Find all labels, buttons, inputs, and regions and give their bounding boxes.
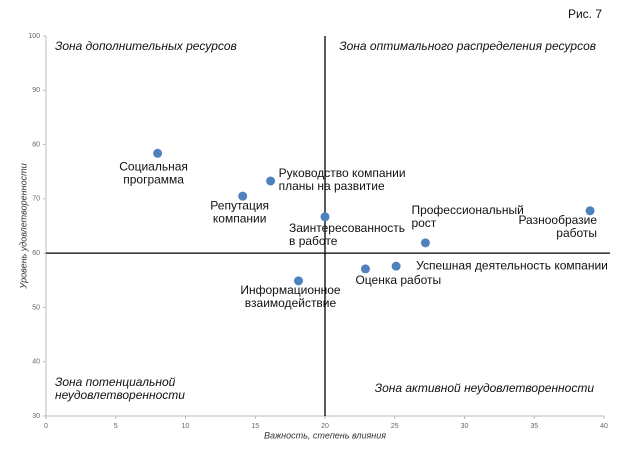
x-tick-label: 30 <box>461 423 469 430</box>
data-point <box>153 148 163 158</box>
y-tick-label: 70 <box>32 196 40 203</box>
y-tick-label: 30 <box>32 413 40 420</box>
point-label: планы на развитие <box>279 179 385 193</box>
y-tick-label: 60 <box>32 250 40 257</box>
y-axis-title: Уровень удовлетворенности <box>18 163 28 289</box>
y-tick-label: 80 <box>32 141 40 148</box>
data-point <box>238 191 248 201</box>
point-label: в работе <box>289 234 338 248</box>
x-tick-label: 0 <box>44 423 48 430</box>
x-tick-label: 5 <box>114 423 118 430</box>
point-label: Информационное <box>240 283 341 297</box>
point-label: программа <box>123 172 184 186</box>
point-label: компании <box>213 211 267 225</box>
x-tick-label: 20 <box>321 423 329 430</box>
point-label: Разнообразие <box>518 213 597 227</box>
point-label: Оценка работы <box>355 273 441 287</box>
data-point <box>420 238 430 248</box>
data-point <box>266 176 276 186</box>
y-tick-label: 90 <box>32 87 40 94</box>
y-tick-label: 100 <box>28 33 40 40</box>
point-label: Успешная деятельность компании <box>416 258 608 272</box>
figure-label: Рис. 7 <box>568 7 602 21</box>
point-label: Заинтересованность <box>289 221 405 235</box>
data-point <box>293 276 303 286</box>
point-label: Профессиональный <box>411 203 523 217</box>
zone-label: неудовлетворенности <box>55 388 185 402</box>
data-point <box>585 206 595 216</box>
zone-label: Зона дополнительных ресурсов <box>55 39 237 53</box>
point-label: взаимодействие <box>245 296 337 310</box>
x-tick-label: 35 <box>530 423 538 430</box>
data-point <box>320 212 330 222</box>
x-tick-label: 25 <box>391 423 399 430</box>
x-tick-label: 15 <box>251 423 259 430</box>
zone-label: Зона оптимального распределения ресурсов <box>339 39 596 53</box>
point-label: Руководство компании <box>279 166 406 180</box>
x-axis-title: Важность, степень влияния <box>264 430 386 440</box>
y-tick-label: 50 <box>32 304 40 311</box>
data-point <box>360 264 370 274</box>
point-label: рост <box>411 216 436 230</box>
zone-label: Зона активной неудовлетворенности <box>375 381 595 395</box>
y-tick-label: 40 <box>32 359 40 366</box>
point-label: работы <box>556 226 597 240</box>
data-point <box>391 261 401 271</box>
point-label: Репутация <box>210 198 269 212</box>
x-tick-label: 40 <box>600 423 608 430</box>
zone-label: Зона потенциальной <box>55 375 176 389</box>
point-label: Социальная <box>119 159 188 173</box>
x-tick-label: 10 <box>182 423 190 430</box>
